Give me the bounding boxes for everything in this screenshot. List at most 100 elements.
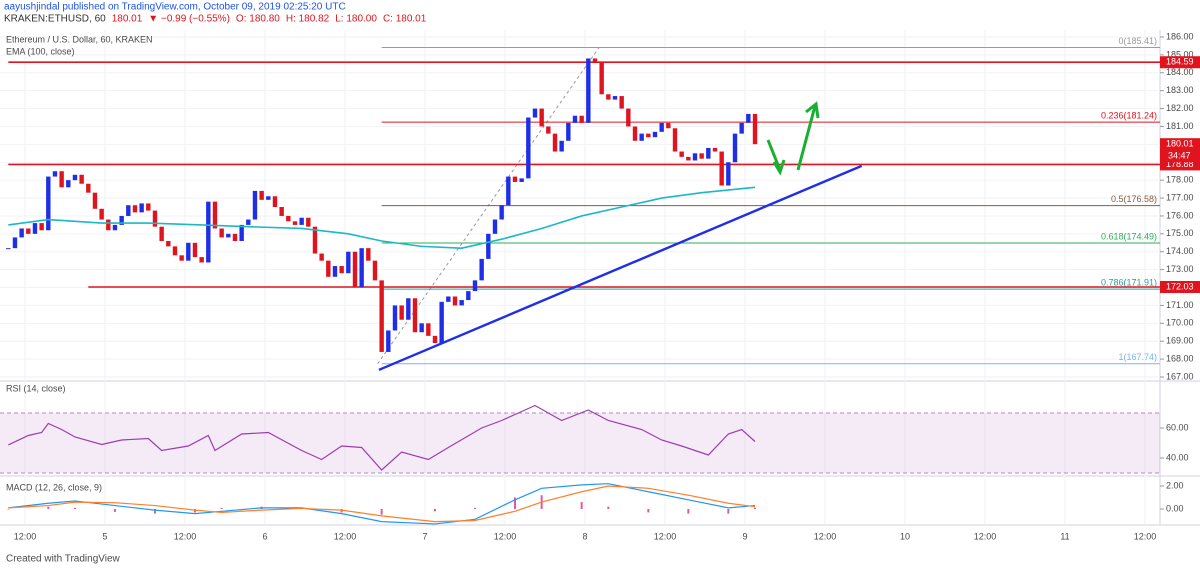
macd-histogram: [727, 509, 730, 514]
candle: [72, 174, 78, 181]
footer: Created with TradingView: [6, 554, 121, 565]
arrow-down: [766, 139, 786, 176]
rsi-tick-label: 60.00: [1166, 422, 1189, 432]
symbol-line: KRAKEN:ETHUSD, 60 180.01 ▼ −0.99 (−0.55%) O…: [4, 14, 427, 25]
candle: [652, 131, 658, 138]
candle: [86, 183, 91, 193]
candle: [332, 266, 338, 277]
candle: [659, 122, 664, 132]
candle: [192, 242, 198, 258]
candle: [292, 221, 298, 225]
macd-histogram: [647, 509, 650, 513]
y-tick-label: 175.00: [1166, 228, 1194, 238]
candle: [32, 223, 38, 234]
header-item: ▼ −0.99 (−0.55%): [148, 14, 230, 25]
header-item: C: 180.01: [383, 14, 427, 25]
time-label: 12:00: [654, 531, 677, 541]
candle: [686, 156, 691, 161]
fib-label: 0.5(176.58): [1111, 194, 1157, 204]
candle: [339, 266, 344, 274]
candle: [492, 219, 498, 234]
candle: [732, 133, 738, 163]
candle: [579, 115, 584, 123]
time-label: 12:00: [974, 531, 997, 541]
candle: [272, 196, 278, 207]
macd-line: [8, 483, 756, 525]
macd-histogram: [7, 509, 10, 510]
candle: [199, 257, 204, 263]
y-tick-label: 183.00: [1166, 85, 1194, 95]
plot: 12:00 5 12:00 6 12:00 7 12:00 8 12:00 9 12:00 10 12:…: [0, 30, 1200, 541]
candle: [506, 176, 511, 206]
time-label: 7: [422, 531, 427, 541]
level-badge: [1160, 56, 1200, 69]
candle: [426, 323, 431, 336]
candle: [752, 113, 758, 145]
trendline: [378, 164, 863, 371]
candle: [39, 223, 44, 231]
candle: [352, 251, 358, 288]
header-item: KRAKEN:ETHUSD, 60: [4, 14, 106, 25]
level-badge-label: 172.03: [1166, 281, 1194, 291]
candle: [139, 203, 144, 213]
candle: [466, 291, 471, 301]
candle: [19, 228, 24, 238]
publisher: aayushjindal published on TradingView.co…: [4, 2, 346, 13]
macd-histogram: [513, 497, 516, 509]
candle: [119, 215, 124, 225]
level-badge-label: 184.59: [1166, 57, 1194, 67]
candle: [699, 153, 704, 159]
fib-label: 0.786(171.91): [1101, 278, 1157, 288]
candle: [6, 248, 11, 250]
candle: [512, 176, 518, 182]
candle: [606, 94, 611, 100]
y-tick-label: 184.00: [1166, 67, 1194, 77]
macd-histogram: [580, 502, 583, 509]
candle: [399, 305, 404, 320]
candle: [599, 62, 604, 95]
macd-histogram: [473, 507, 476, 509]
candle: [459, 300, 464, 306]
y-tick-label: 177.00: [1166, 192, 1194, 202]
candle: [472, 280, 478, 292]
candle: [152, 210, 158, 227]
candle: [379, 280, 384, 352]
candle: [212, 201, 218, 229]
rsi-line: [8, 404, 756, 471]
candle: [592, 58, 598, 63]
y-tick-label: 185.00: [1166, 49, 1194, 59]
candle: [666, 122, 671, 129]
fib-label: 0.618(174.49): [1101, 231, 1157, 241]
candle: [219, 228, 224, 238]
candle: [546, 126, 551, 134]
countdown: 34:47: [1168, 151, 1191, 161]
y-tick-label: 186.00: [1166, 31, 1194, 41]
candle: [746, 113, 751, 123]
y-tick-label: 169.00: [1166, 336, 1194, 346]
candle: [559, 140, 564, 152]
candle: [419, 323, 424, 333]
time-label: 12:00: [14, 531, 37, 541]
macd-tick-label: 2.00: [1166, 480, 1184, 490]
candle: [626, 108, 631, 127]
time-label: 5: [102, 531, 107, 541]
candle: [479, 258, 484, 281]
candle: [159, 226, 164, 241]
y-tick-label: 167.00: [1166, 371, 1194, 381]
candle: [239, 224, 244, 241]
candle: [646, 133, 651, 138]
candle: [246, 219, 251, 225]
candle: [179, 255, 184, 261]
candle: [312, 226, 318, 254]
macd-histogram: [220, 507, 223, 509]
candle: [12, 237, 18, 249]
candle: [619, 96, 624, 109]
candle: [92, 192, 98, 209]
macd-line: [8, 485, 756, 523]
candle: [279, 207, 284, 216]
candle: [252, 190, 258, 220]
y-tick-label: 170.00: [1166, 318, 1194, 328]
macd-histogram: [380, 509, 383, 515]
